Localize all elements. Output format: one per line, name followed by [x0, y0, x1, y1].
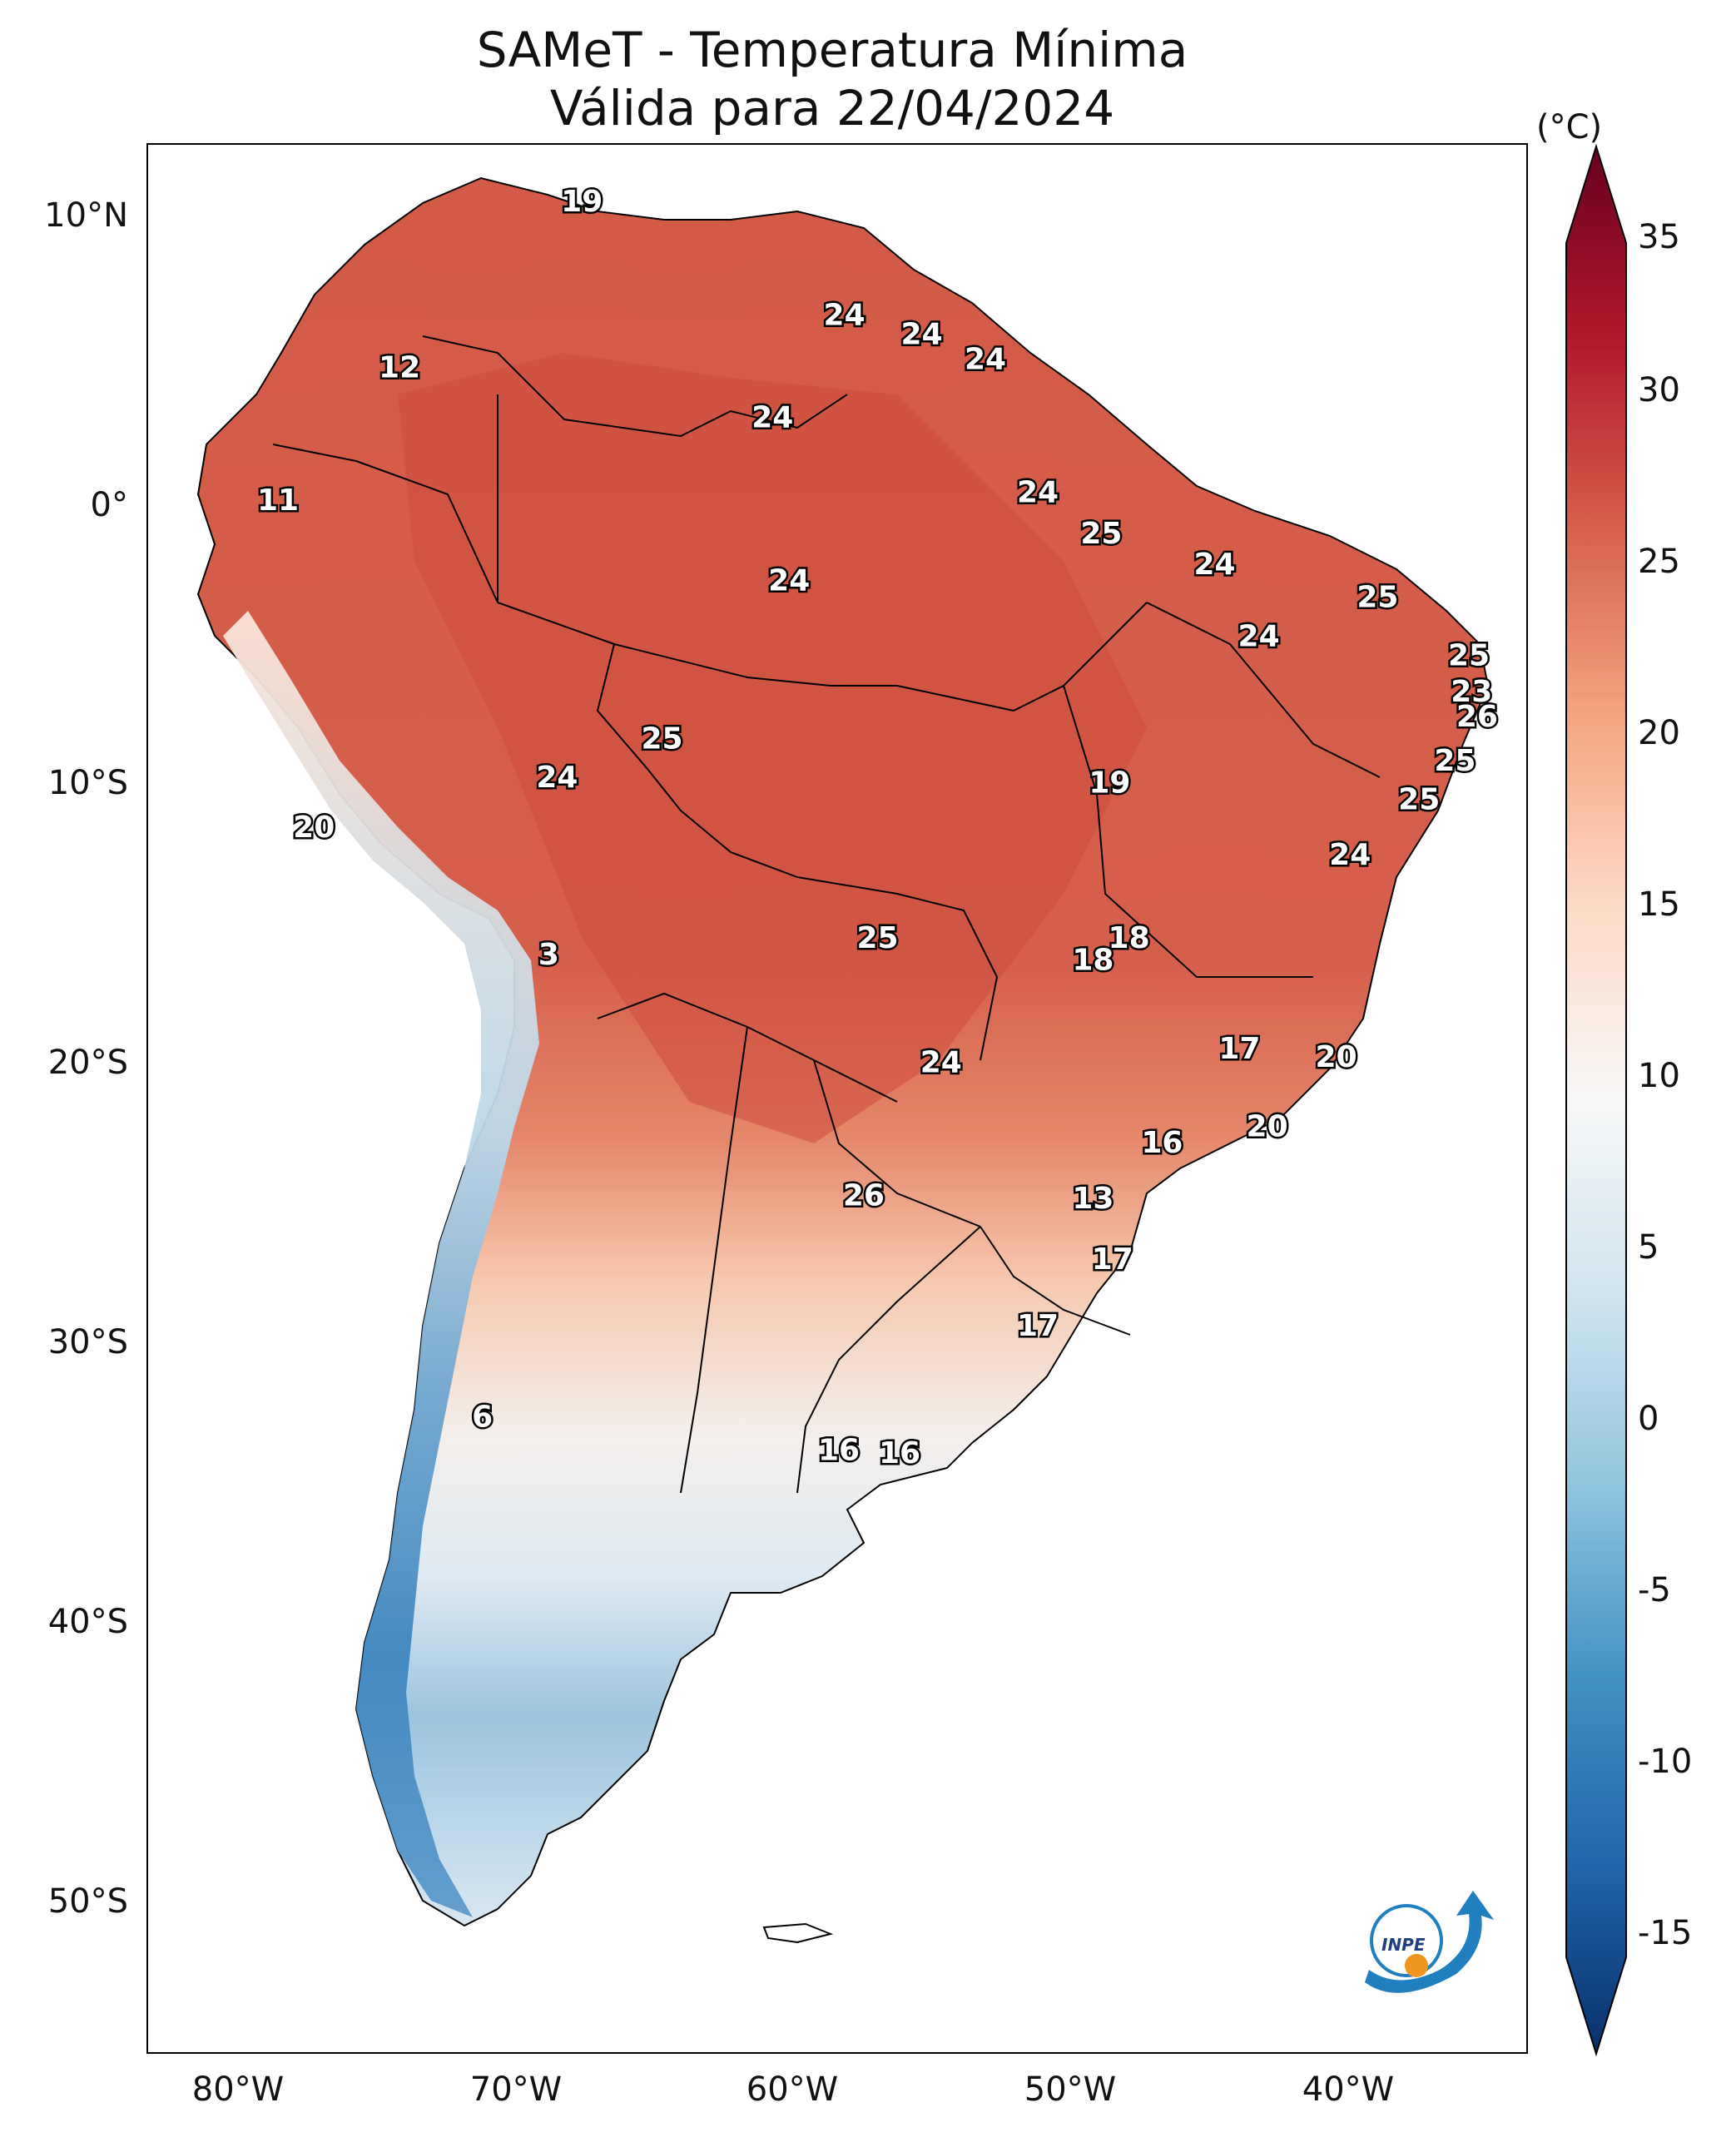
temperature-label: 23: [1451, 675, 1492, 709]
colorbar-tick: -15: [1638, 1914, 1693, 1952]
falkland-islands: [762, 1922, 834, 1944]
temperature-label: 24: [965, 343, 1006, 377]
colorbar-unit: (°C): [1536, 108, 1603, 146]
colorbar-tick: 30: [1638, 371, 1680, 409]
temperature-label: 20: [293, 811, 335, 845]
temperature-label: 25: [641, 721, 682, 756]
lat-label-10s: 10°S: [47, 764, 128, 802]
colorbar-tick: 0: [1638, 1400, 1659, 1438]
map-frame: 19 24 24 24 12 24 11 24 25 24 24 25 24 25 23 26 25 25 24 19…: [146, 143, 1528, 2054]
temperature-label: 24: [824, 298, 866, 332]
svg-text:INPE: INPE: [1381, 1935, 1426, 1955]
lon-label-70w: 70°W: [469, 2070, 563, 2109]
colorbar-tick: 15: [1638, 885, 1680, 924]
temperature-label: 25: [1398, 783, 1440, 817]
temperature-label: 25: [1357, 581, 1398, 615]
temperature-label: 19: [561, 185, 603, 219]
country-borders: [272, 335, 1381, 1494]
colorbar-tick: 20: [1638, 714, 1680, 752]
warm-region: [398, 353, 1147, 1143]
lon-label-60w: 60°W: [746, 2070, 839, 2109]
temperature-label: 24: [768, 564, 810, 598]
lat-label-20s: 20°S: [47, 1044, 128, 1082]
temperature-label: 18: [1072, 944, 1114, 978]
temperature-label: 25: [1434, 744, 1476, 778]
temperature-label: 20: [1316, 1040, 1357, 1074]
lat-label-50s: 50°S: [47, 1882, 128, 1921]
temperature-label: 25: [1080, 517, 1122, 551]
temperature-label: 24: [1329, 838, 1371, 872]
temperature-label: 26: [843, 1178, 885, 1212]
temperature-label: 24: [536, 761, 578, 795]
temperature-label: 17: [1017, 1309, 1059, 1343]
lat-label-30s: 30°S: [47, 1323, 128, 1361]
temperature-label: 18: [1109, 921, 1150, 955]
lon-label-40w: 40°W: [1302, 2070, 1395, 2109]
colorbar-tick: 5: [1638, 1228, 1659, 1267]
temperature-label: 3: [538, 938, 559, 972]
temperature-label: 11: [257, 483, 299, 518]
temperature-label: 13: [1072, 1182, 1114, 1216]
temperature-label: 24: [1193, 548, 1235, 582]
temperature-label: 25: [1448, 639, 1490, 673]
temperature-label: 17: [1218, 1032, 1260, 1066]
lat-label-40s: 40°S: [47, 1603, 128, 1641]
colorbar-tick: 35: [1638, 218, 1680, 256]
colorbar-tick: -5: [1638, 1571, 1671, 1609]
lon-label-80w: 80°W: [191, 2070, 285, 2109]
colorbar-tick: -10: [1638, 1743, 1693, 1781]
temperature-label: 24: [751, 400, 793, 434]
temperature-label: 19: [1089, 766, 1130, 801]
temperature-label: 16: [879, 1436, 920, 1470]
temperature-label: 12: [379, 351, 420, 385]
colorbar-tick: 25: [1638, 543, 1680, 581]
lat-label-0: 0°: [90, 486, 128, 524]
colorbar: [1565, 143, 1627, 2057]
temperature-label: 17: [1092, 1242, 1133, 1277]
temperature-label: 20: [1247, 1109, 1288, 1143]
map-subtitle: Válida para 22/04/2024: [549, 80, 1115, 136]
andes-cold-band: [223, 611, 539, 1917]
colorbar-tick: 10: [1638, 1057, 1680, 1095]
temperature-label: 24: [901, 318, 943, 352]
map-title: SAMeT - Temperatura Mínima: [476, 22, 1188, 78]
temperature-label: 24: [920, 1046, 962, 1080]
temperature-label: 25: [856, 921, 898, 955]
inpe-logo: INPE: [1365, 1891, 1494, 1993]
lat-label-10n: 10°N: [44, 196, 128, 235]
colorbar-body: [1565, 143, 1627, 2057]
temperature-label: 24: [1238, 619, 1280, 653]
temperature-label: 26: [1456, 700, 1498, 734]
temperature-label: 6: [472, 1401, 493, 1435]
temperature-label: 16: [1141, 1126, 1183, 1160]
temperature-label: 24: [1017, 475, 1059, 509]
temperature-label: 16: [818, 1434, 860, 1468]
lon-label-50w: 50°W: [1024, 2070, 1117, 2109]
